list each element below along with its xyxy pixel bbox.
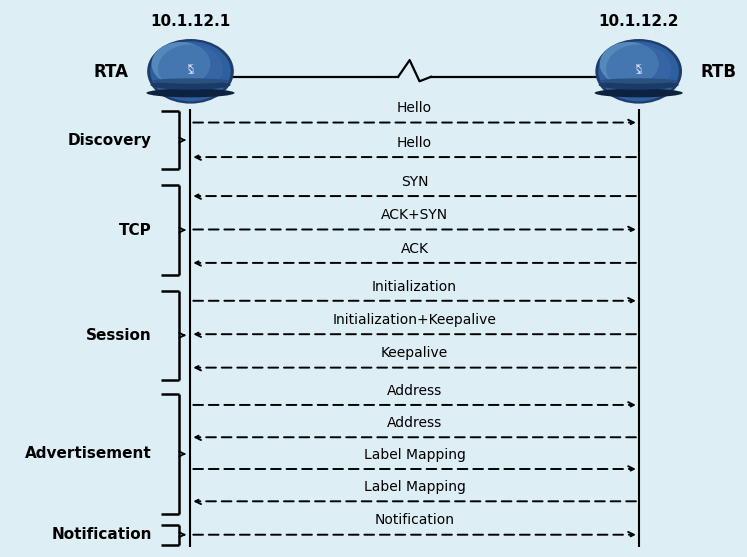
Text: Notification: Notification	[374, 514, 455, 527]
Text: Label Mapping: Label Mapping	[364, 448, 465, 462]
Circle shape	[595, 39, 682, 104]
Ellipse shape	[150, 80, 231, 90]
Text: Address: Address	[387, 384, 442, 398]
Ellipse shape	[151, 79, 230, 84]
Text: Label Mapping: Label Mapping	[364, 480, 465, 494]
Text: 10.1.12.2: 10.1.12.2	[598, 14, 679, 29]
Text: ⇱
⇲: ⇱ ⇲	[187, 64, 193, 75]
Text: Initialization: Initialization	[372, 280, 457, 294]
Ellipse shape	[599, 79, 678, 84]
Text: ACK+SYN: ACK+SYN	[381, 208, 448, 222]
Text: Discovery: Discovery	[68, 133, 152, 148]
Circle shape	[600, 42, 659, 86]
Circle shape	[147, 39, 234, 104]
Text: RTB: RTB	[701, 63, 737, 81]
Text: ACK: ACK	[400, 242, 429, 256]
Ellipse shape	[146, 89, 235, 97]
Circle shape	[150, 41, 231, 101]
Circle shape	[598, 41, 679, 101]
Text: SYN: SYN	[401, 175, 428, 189]
Ellipse shape	[598, 80, 679, 90]
Text: TCP: TCP	[119, 223, 152, 237]
Circle shape	[158, 45, 223, 93]
Circle shape	[606, 45, 671, 93]
Text: Session: Session	[86, 328, 152, 343]
Text: RTA: RTA	[93, 63, 128, 81]
Circle shape	[152, 42, 211, 86]
Text: Hello: Hello	[397, 101, 433, 115]
Text: Notification: Notification	[51, 527, 152, 542]
Text: Keepalive: Keepalive	[381, 346, 448, 360]
Ellipse shape	[595, 89, 683, 97]
Text: Initialization+Keepalive: Initialization+Keepalive	[332, 313, 497, 327]
Text: 10.1.12.1: 10.1.12.1	[150, 14, 231, 29]
Text: Hello: Hello	[397, 136, 433, 150]
Text: ⇱
⇲: ⇱ ⇲	[636, 64, 642, 75]
Text: Address: Address	[387, 416, 442, 430]
Text: Advertisement: Advertisement	[25, 447, 152, 461]
